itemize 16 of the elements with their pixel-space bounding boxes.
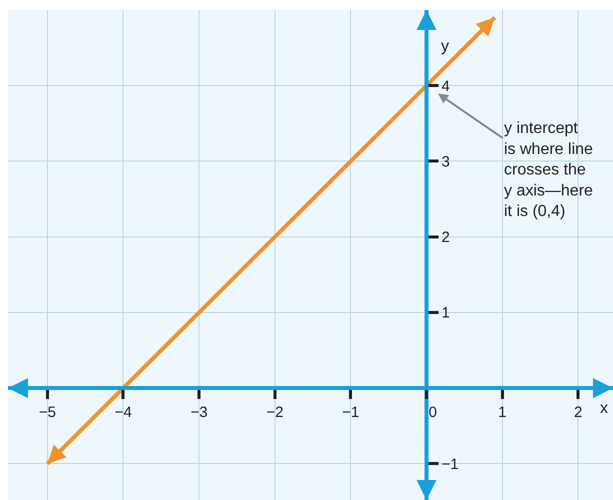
- x-tick-label: −2: [266, 404, 284, 422]
- x-tick-label: −5: [38, 404, 56, 422]
- x-tick-label: 0: [416, 404, 437, 422]
- annotation: y intercept is where line crosses the y axis—here it is (0,4): [504, 120, 594, 220]
- x-tick-label: −3: [190, 404, 208, 422]
- x-axis-title: x: [600, 400, 608, 417]
- x-tick-label: 1: [498, 404, 506, 422]
- y-tick-label: 4: [441, 78, 450, 95]
- x-tick-label: −4: [114, 404, 132, 422]
- y-tick-label: 1: [441, 304, 450, 322]
- x-tick-label: 2: [574, 404, 582, 422]
- x-tick-label: −1: [342, 404, 360, 422]
- y-tick-label: −1: [441, 456, 459, 473]
- y-tick-label: 2: [441, 229, 450, 246]
- y-tick-label: 3: [441, 153, 450, 170]
- y-axis-title: y: [441, 38, 449, 55]
